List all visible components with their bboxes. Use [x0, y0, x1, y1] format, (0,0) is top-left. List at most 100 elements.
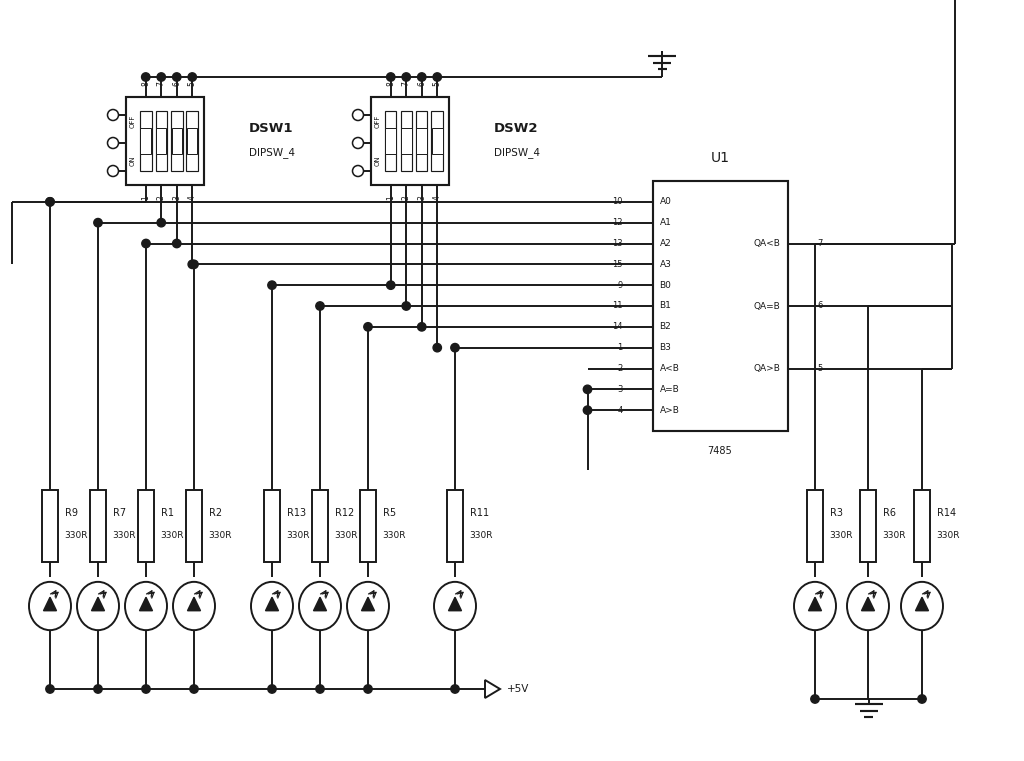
- Text: 330R: 330R: [65, 531, 88, 540]
- Circle shape: [918, 695, 926, 703]
- Bar: [400, 111, 412, 171]
- Ellipse shape: [901, 582, 943, 630]
- Polygon shape: [139, 597, 153, 611]
- Polygon shape: [449, 597, 462, 611]
- Text: 2: 2: [401, 195, 411, 199]
- Bar: [156, 111, 167, 171]
- Text: QA>B: QA>B: [754, 364, 780, 373]
- Bar: [914, 490, 930, 562]
- Text: DSW2: DSW2: [494, 123, 539, 135]
- Text: OFF: OFF: [375, 114, 381, 128]
- Polygon shape: [361, 597, 375, 611]
- Text: 8: 8: [386, 81, 395, 86]
- Text: R13: R13: [287, 508, 306, 518]
- Text: 2: 2: [617, 364, 623, 373]
- Circle shape: [108, 110, 119, 120]
- Circle shape: [811, 695, 819, 703]
- Text: 5: 5: [433, 81, 441, 86]
- Text: R2: R2: [209, 508, 222, 518]
- Ellipse shape: [125, 582, 167, 630]
- Text: 1: 1: [141, 195, 151, 199]
- Circle shape: [352, 110, 364, 120]
- Polygon shape: [91, 597, 104, 611]
- Text: R9: R9: [65, 508, 78, 518]
- Polygon shape: [861, 597, 874, 611]
- Text: 330R: 330R: [883, 531, 906, 540]
- Polygon shape: [809, 597, 821, 611]
- Bar: [401, 129, 412, 154]
- Polygon shape: [915, 597, 929, 611]
- Circle shape: [188, 260, 197, 269]
- Text: 2: 2: [157, 195, 166, 199]
- Text: 4: 4: [187, 195, 197, 200]
- Text: 5: 5: [817, 364, 822, 373]
- Text: 330R: 330R: [287, 531, 310, 540]
- Circle shape: [46, 198, 54, 206]
- Text: 6: 6: [817, 301, 823, 310]
- Circle shape: [268, 685, 276, 693]
- Text: 330R: 330R: [161, 531, 184, 540]
- Text: ON: ON: [129, 156, 135, 167]
- Text: A=B: A=B: [659, 385, 679, 394]
- Text: R5: R5: [383, 508, 396, 518]
- Ellipse shape: [251, 582, 293, 630]
- Text: 11: 11: [612, 301, 623, 310]
- Text: ON: ON: [375, 156, 381, 167]
- Circle shape: [352, 165, 364, 177]
- Polygon shape: [265, 597, 279, 611]
- Bar: [138, 490, 154, 562]
- Circle shape: [364, 685, 372, 693]
- Bar: [186, 490, 202, 562]
- Text: R12: R12: [335, 508, 354, 518]
- Circle shape: [433, 73, 441, 81]
- Circle shape: [386, 73, 395, 81]
- Text: 15: 15: [612, 260, 623, 269]
- Text: 3: 3: [417, 195, 426, 200]
- Bar: [385, 111, 396, 171]
- Circle shape: [157, 73, 166, 81]
- Text: A0: A0: [659, 197, 672, 206]
- Text: 1: 1: [617, 343, 623, 352]
- Text: QA=B: QA=B: [754, 301, 780, 310]
- Circle shape: [402, 73, 411, 81]
- Text: A1: A1: [659, 218, 672, 228]
- Circle shape: [94, 218, 102, 227]
- Text: 3: 3: [172, 195, 181, 200]
- Circle shape: [364, 323, 372, 331]
- Text: U1: U1: [711, 151, 729, 165]
- Circle shape: [141, 685, 151, 693]
- Text: DSW1: DSW1: [249, 123, 294, 135]
- Text: B2: B2: [659, 323, 672, 331]
- Text: 330R: 330R: [937, 531, 961, 540]
- Bar: [807, 490, 822, 562]
- Circle shape: [173, 73, 181, 81]
- Text: 3: 3: [617, 385, 623, 394]
- Ellipse shape: [347, 582, 389, 630]
- Text: R6: R6: [883, 508, 896, 518]
- Text: 1: 1: [386, 195, 395, 199]
- Circle shape: [386, 281, 395, 289]
- Text: DIPSW_4: DIPSW_4: [494, 148, 540, 158]
- Circle shape: [451, 685, 459, 693]
- Text: 330R: 330R: [335, 531, 358, 540]
- Text: 8: 8: [141, 81, 151, 86]
- Polygon shape: [43, 597, 56, 611]
- Circle shape: [108, 138, 119, 148]
- Text: A2: A2: [659, 239, 672, 248]
- Text: 330R: 330R: [829, 531, 853, 540]
- Circle shape: [188, 73, 197, 81]
- Text: 4: 4: [617, 406, 623, 415]
- Circle shape: [584, 406, 592, 415]
- Circle shape: [418, 73, 426, 81]
- Circle shape: [173, 239, 181, 247]
- Bar: [417, 129, 427, 154]
- Text: QA<B: QA<B: [754, 239, 780, 248]
- Text: R14: R14: [937, 508, 955, 518]
- Text: 14: 14: [612, 323, 623, 331]
- Text: 4: 4: [433, 195, 441, 200]
- Bar: [171, 111, 182, 171]
- Ellipse shape: [847, 582, 889, 630]
- Text: A>B: A>B: [659, 406, 679, 415]
- Bar: [156, 129, 167, 154]
- Text: 330R: 330R: [383, 531, 407, 540]
